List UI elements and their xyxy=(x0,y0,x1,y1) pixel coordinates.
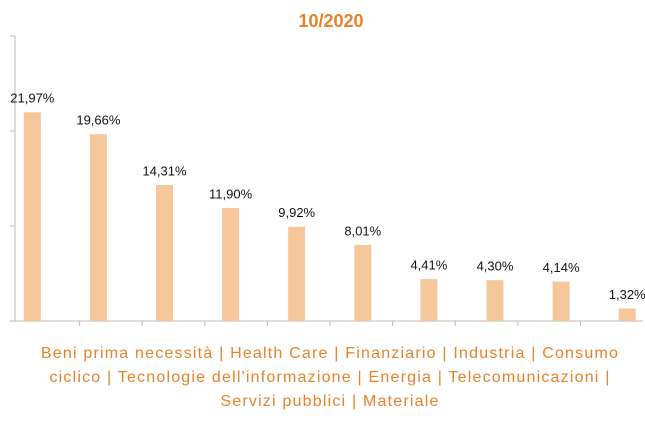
value-label: 9,92% xyxy=(278,205,315,220)
bar xyxy=(618,308,636,321)
value-label: 14,31% xyxy=(142,163,187,178)
value-label: 11,90% xyxy=(209,186,253,201)
bar xyxy=(23,112,41,321)
bar xyxy=(156,185,173,321)
chart: 10/2020 21,97% 19,66% 14,31% 11,90% 9,92% 8,0… xyxy=(10,11,645,326)
bar xyxy=(89,134,107,321)
bar xyxy=(354,244,372,321)
value-label: 1,32% xyxy=(609,287,645,302)
value-label: 4,14% xyxy=(543,260,580,275)
bar xyxy=(420,279,438,321)
x-axis-label: Beni prima necessità | Health Care | Fin… xyxy=(40,345,620,410)
bar xyxy=(222,207,240,321)
value-label: 19,66% xyxy=(76,113,121,128)
value-label: 21,97% xyxy=(10,91,55,106)
bar xyxy=(288,226,306,321)
value-label: 8,01% xyxy=(344,223,381,238)
chart-title: 10/2020 xyxy=(298,11,363,31)
bar xyxy=(486,280,504,321)
bar xyxy=(552,281,570,321)
value-label: 4,30% xyxy=(477,259,514,274)
value-label: 4,41% xyxy=(410,258,447,273)
